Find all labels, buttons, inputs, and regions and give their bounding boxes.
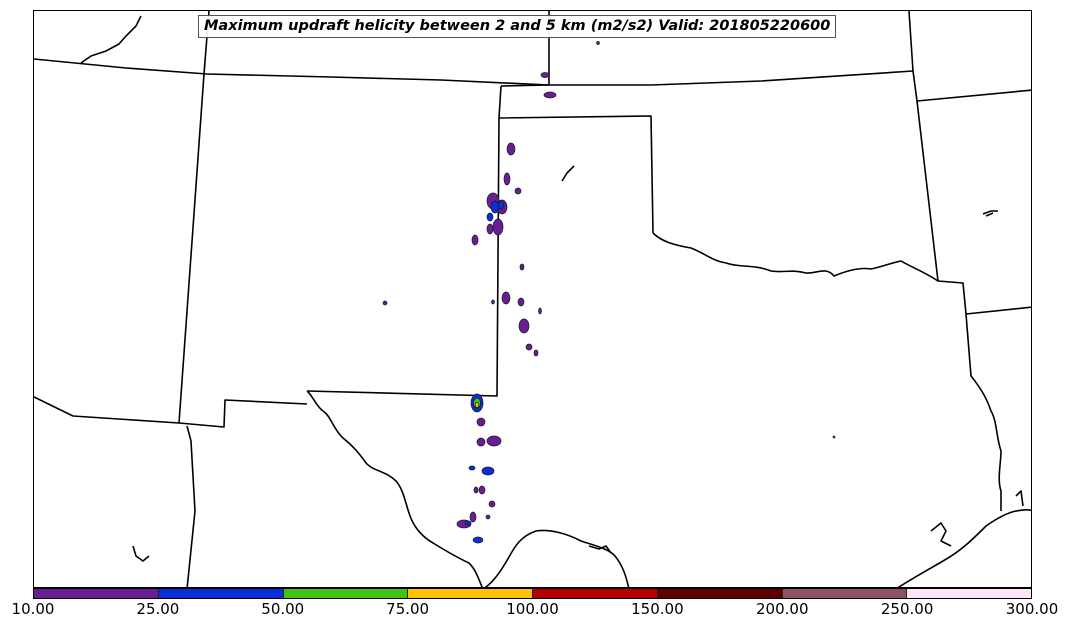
helicity-cell (525, 343, 533, 351)
colorbar-tick-label: 250.00 (880, 600, 934, 618)
helicity-cell (503, 172, 511, 186)
colorbar-segment (282, 589, 408, 598)
boundary-rio-grande (306, 390, 483, 587)
colorbar-segment (34, 589, 158, 598)
map-canvas (34, 11, 1031, 587)
helicity-cell (517, 297, 525, 307)
boundary-az-mexico (34, 396, 180, 424)
boundary-wy-co-ne (34, 58, 914, 86)
coast-fragment-la (1015, 490, 1024, 507)
helicity-cell (490, 200, 500, 214)
helicity-cell (464, 520, 472, 526)
helicity-cell (468, 465, 476, 471)
reservoir-fragment-ks (561, 165, 575, 182)
map-panel (33, 10, 1032, 588)
boundary-ok-ar (916, 100, 1031, 315)
helicity-cell (469, 511, 477, 523)
boundary-tx-la (965, 313, 1002, 511)
helicity-cell (492, 218, 504, 236)
helicity-cell (538, 307, 542, 315)
state-boundaries (34, 11, 1031, 587)
helicity-cell (486, 212, 494, 222)
helicity-cell (474, 402, 480, 408)
lake-fragment-ar (982, 210, 998, 217)
helicity-cell (488, 500, 496, 508)
colorbar-segment (157, 589, 283, 598)
colorbar-segment (781, 589, 907, 598)
helicity-cell (514, 187, 522, 195)
boundary-az-nm (178, 73, 308, 428)
helicity-cell (481, 466, 495, 476)
helicity-cell (473, 486, 479, 494)
colorbar-tick-label: 300.00 (1005, 600, 1059, 618)
map-title: Maximum updraft helicity between 2 and 5… (198, 15, 837, 38)
colorbar (33, 588, 1032, 599)
coast-fragment-galveston (930, 522, 952, 547)
helicity-cell (382, 300, 388, 306)
helicity-cell (471, 234, 479, 246)
helicity-cell (486, 435, 502, 447)
boundary-co-ok (498, 85, 654, 234)
colorbar-segment (906, 589, 1031, 598)
boundary-mo-ks (908, 11, 1031, 102)
colorbar-segment (656, 589, 782, 598)
helicity-cell (832, 435, 836, 439)
helicity-band-75-100 (474, 402, 480, 408)
helicity-contours (382, 41, 836, 544)
helicity-cell (596, 41, 600, 45)
helicity-cell (506, 142, 516, 156)
helicity-band-10-25 (382, 41, 836, 529)
colorbar-tick-label: 100.00 (506, 600, 559, 618)
boundary-ne-ks (500, 84, 550, 87)
colorbar-tick-label: 25.00 (136, 600, 180, 618)
helicity-cell (518, 318, 530, 334)
boundary-nm-tx (306, 117, 500, 397)
colorbar-tick-label: 50.00 (261, 600, 305, 618)
helicity-cell (519, 263, 525, 271)
helicity-cell (491, 299, 495, 305)
coast-fragment-mexico (132, 545, 150, 562)
boundary-ok-tx-red-river (652, 232, 939, 282)
helicity-cell (476, 437, 486, 447)
helicity-cell (478, 485, 486, 495)
helicity-cell (497, 200, 505, 210)
gulf-coast (484, 529, 630, 587)
colorbar-tick-label: 10.00 (11, 600, 55, 618)
colorbar-tick-label: 75.00 (386, 600, 430, 618)
boundary-nm-mexico (186, 425, 196, 587)
helicity-cell (486, 223, 494, 235)
colorbar-segment (532, 589, 657, 598)
coast-fragment-matagorda (588, 545, 612, 554)
coast-nw-fragment (80, 15, 142, 64)
helicity-cell (485, 514, 491, 520)
helicity-cell (533, 349, 539, 357)
helicity-cell (540, 72, 550, 78)
helicity-cell (472, 536, 484, 544)
colorbar-tick-label: 150.00 (631, 600, 684, 618)
colorbar-segment (407, 589, 532, 598)
gulf-coast-east (897, 509, 1031, 587)
colorbar-tick-label: 200.00 (756, 600, 809, 618)
helicity-cell (476, 417, 486, 427)
helicity-cell (543, 91, 557, 99)
helicity-cell (501, 291, 511, 305)
